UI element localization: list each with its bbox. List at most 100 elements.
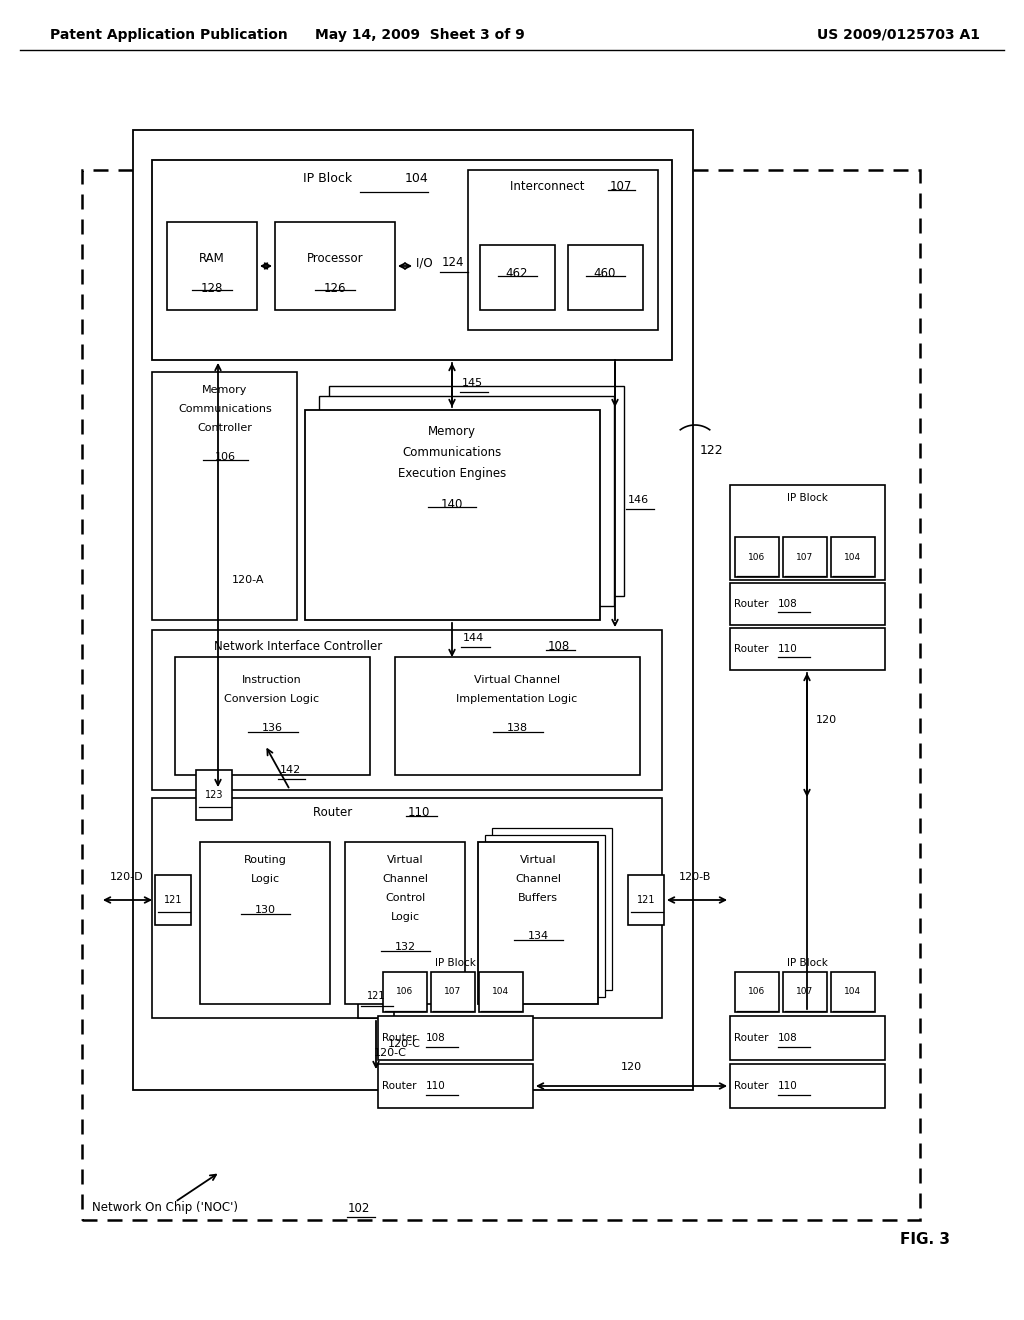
Text: IP Block: IP Block (434, 958, 475, 968)
Bar (152, 160, 672, 360)
Text: 106: 106 (214, 451, 236, 462)
Text: 110: 110 (778, 1081, 798, 1092)
Bar (479, 972, 523, 1012)
Text: 104: 104 (845, 553, 861, 561)
Text: Router: Router (734, 599, 775, 609)
Text: Instruction: Instruction (242, 675, 302, 685)
Bar (345, 842, 465, 1005)
Text: Router: Router (734, 1034, 775, 1043)
Text: 107: 107 (444, 987, 462, 997)
Text: 146: 146 (628, 495, 649, 506)
Text: 120-C: 120-C (374, 1048, 407, 1059)
Text: Channel: Channel (382, 874, 428, 884)
Text: 107: 107 (797, 553, 814, 561)
Text: Virtual: Virtual (387, 855, 423, 865)
Text: Implementation Logic: Implementation Logic (457, 694, 578, 704)
Text: 120-D: 120-D (111, 873, 143, 882)
Text: Routing: Routing (244, 855, 287, 865)
Text: Router: Router (734, 644, 775, 653)
Text: 136: 136 (261, 723, 283, 733)
Bar (378, 1064, 534, 1107)
Bar (358, 974, 394, 1018)
Bar (478, 842, 598, 1005)
Text: Communications: Communications (402, 446, 502, 459)
Text: Virtual Channel: Virtual Channel (474, 675, 560, 685)
Text: 104: 104 (406, 172, 429, 185)
Text: RAM: RAM (199, 252, 225, 265)
Text: Memory: Memory (428, 425, 476, 438)
Bar (196, 770, 232, 820)
Bar (735, 537, 779, 577)
Text: 138: 138 (507, 723, 527, 733)
Text: Virtual: Virtual (520, 855, 556, 865)
Text: 106: 106 (749, 553, 766, 561)
Bar (783, 972, 827, 1012)
Text: 124: 124 (442, 256, 465, 269)
Text: 462: 462 (506, 267, 528, 280)
Text: 110: 110 (408, 807, 430, 818)
Text: Conversion Logic: Conversion Logic (224, 694, 319, 704)
Bar (730, 1064, 885, 1107)
Bar (730, 628, 885, 671)
Bar (200, 842, 330, 1005)
Text: Control: Control (385, 894, 425, 903)
Text: Controller: Controller (198, 422, 253, 433)
Bar (730, 583, 885, 624)
Bar (831, 537, 874, 577)
Text: 140: 140 (440, 498, 463, 511)
Bar (492, 828, 612, 990)
Bar (167, 222, 257, 310)
Text: Network On Chip ('NOC'): Network On Chip ('NOC') (92, 1201, 242, 1214)
Bar (152, 799, 662, 1018)
Bar (783, 537, 827, 577)
Text: 107: 107 (610, 180, 633, 193)
Bar (152, 372, 297, 620)
Bar (395, 657, 640, 775)
Text: 120-A: 120-A (232, 576, 264, 585)
Text: FIG. 3: FIG. 3 (900, 1233, 950, 1247)
Text: Router: Router (734, 1081, 775, 1092)
Text: 122: 122 (700, 444, 724, 457)
Bar (175, 657, 370, 775)
Text: I/O: I/O (416, 256, 436, 269)
Text: 142: 142 (280, 766, 301, 775)
Text: Interconnect: Interconnect (510, 180, 588, 193)
Text: 108: 108 (426, 1034, 445, 1043)
Text: 132: 132 (394, 942, 416, 952)
Text: May 14, 2009  Sheet 3 of 9: May 14, 2009 Sheet 3 of 9 (315, 28, 525, 42)
Text: Patent Application Publication: Patent Application Publication (50, 28, 288, 42)
Text: 130: 130 (255, 906, 275, 915)
Text: 120-C: 120-C (388, 1039, 421, 1049)
Text: 460: 460 (594, 267, 616, 280)
Text: 120: 120 (621, 1063, 642, 1072)
Bar (152, 630, 662, 789)
Text: 128: 128 (201, 282, 223, 294)
Text: 104: 104 (845, 987, 861, 997)
Bar (275, 222, 395, 310)
Text: 106: 106 (396, 987, 414, 997)
Text: IP Block: IP Block (786, 958, 827, 968)
Bar (329, 385, 624, 597)
Bar (133, 129, 693, 1090)
Text: Router: Router (382, 1081, 423, 1092)
Text: 110: 110 (426, 1081, 445, 1092)
Text: Logic: Logic (390, 912, 420, 921)
Text: Communications: Communications (178, 404, 272, 414)
Bar (485, 836, 605, 997)
Text: 126: 126 (324, 282, 346, 294)
Text: 110: 110 (778, 644, 798, 653)
Text: 144: 144 (463, 634, 484, 643)
Text: Router: Router (313, 807, 360, 818)
Bar (568, 246, 643, 310)
Text: 123: 123 (205, 789, 223, 800)
Text: 120: 120 (816, 715, 838, 725)
Text: 108: 108 (778, 1034, 798, 1043)
Text: 104: 104 (493, 987, 510, 997)
Bar (628, 875, 664, 925)
Bar (319, 396, 614, 606)
Bar (378, 1016, 534, 1060)
Text: 120-B: 120-B (679, 873, 712, 882)
Text: 106: 106 (749, 987, 766, 997)
Bar (730, 484, 885, 579)
Text: 102: 102 (348, 1201, 371, 1214)
